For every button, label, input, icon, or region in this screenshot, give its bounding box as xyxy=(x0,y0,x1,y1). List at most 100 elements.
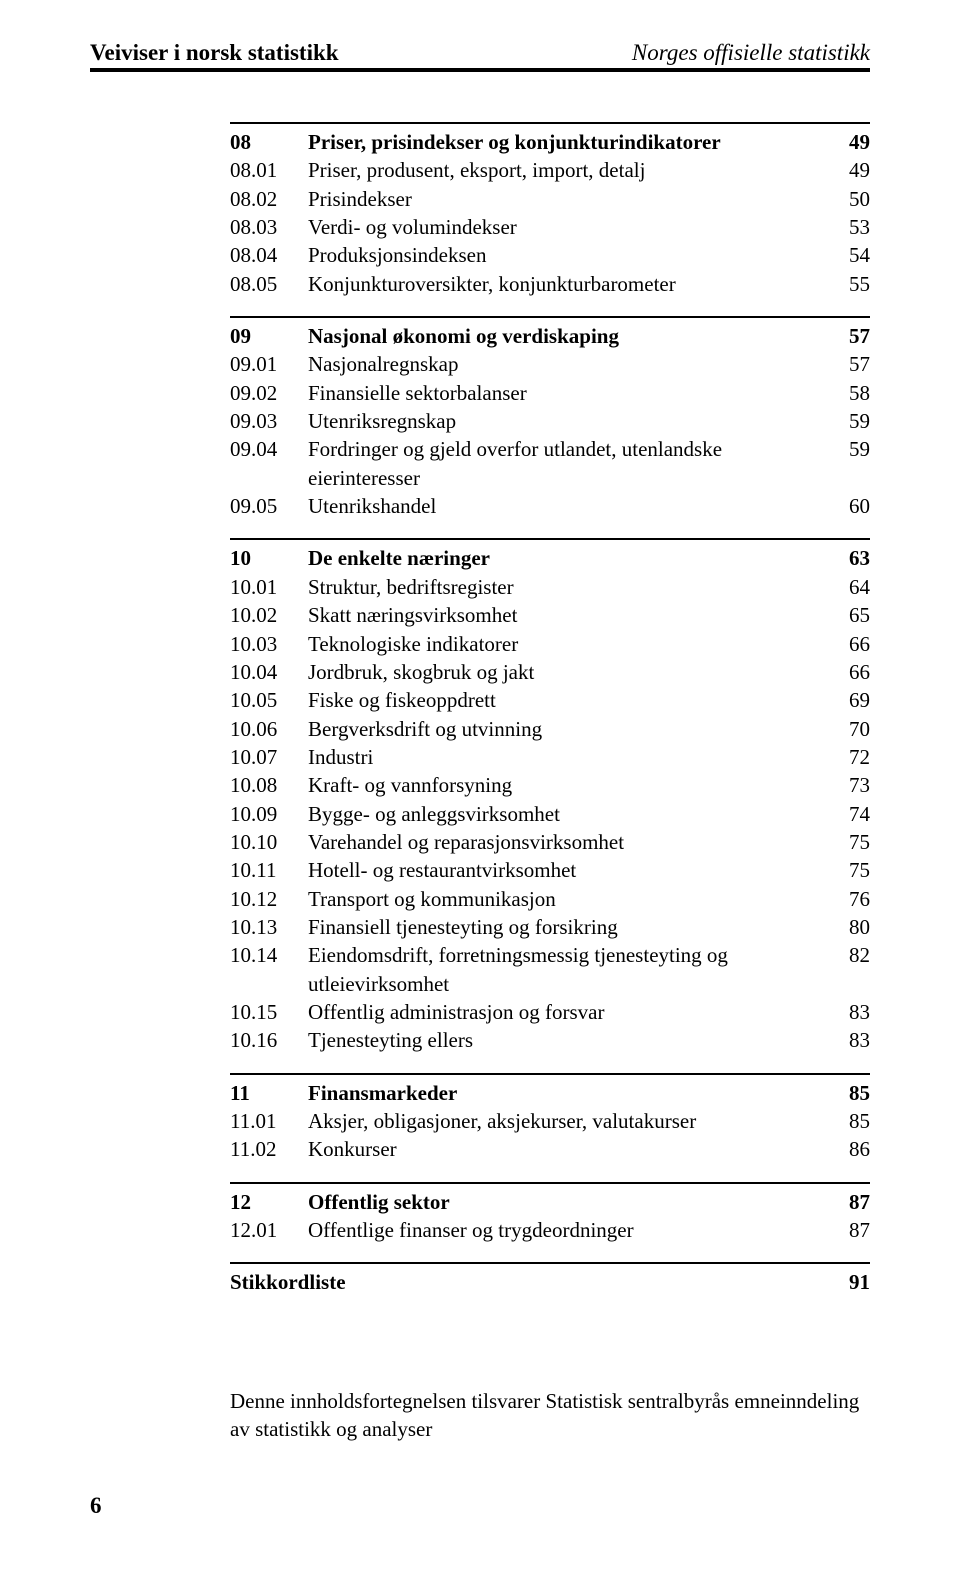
toc-code: 10.03 xyxy=(230,630,308,658)
toc-code: 09.01 xyxy=(230,350,308,378)
toc-page: 83 xyxy=(828,1026,870,1054)
toc-page: 75 xyxy=(828,828,870,856)
toc-page: 69 xyxy=(828,686,870,714)
toc-page: 70 xyxy=(828,715,870,743)
toc-row: 10.14Eiendomsdrift, forretningsmessig tj… xyxy=(230,941,870,998)
toc-code: 10.15 xyxy=(230,998,308,1026)
toc-code: 08.04 xyxy=(230,241,308,269)
toc-label: Industri xyxy=(308,743,828,771)
toc-page: 82 xyxy=(828,941,870,969)
toc-page: 85 xyxy=(828,1079,870,1107)
toc-page: 66 xyxy=(828,630,870,658)
toc-row: 08.02Prisindekser50 xyxy=(230,185,870,213)
header-right: Norges offisielle statistikk xyxy=(632,40,870,66)
toc-page: 76 xyxy=(828,885,870,913)
toc-page: 54 xyxy=(828,241,870,269)
toc-page: 60 xyxy=(828,492,870,520)
toc-page: 91 xyxy=(828,1268,870,1296)
toc-code: 10.10 xyxy=(230,828,308,856)
toc-section: 10De enkelte næringer6310.01Struktur, be… xyxy=(230,538,870,1054)
toc-row: 10.12Transport og kommunikasjon76 xyxy=(230,885,870,913)
toc-code: 10.04 xyxy=(230,658,308,686)
toc-row: 09Nasjonal økonomi og verdiskaping57 xyxy=(230,322,870,350)
toc-page: 53 xyxy=(828,213,870,241)
toc-label: Struktur, bedriftsregister xyxy=(308,573,828,601)
toc-code: 11.01 xyxy=(230,1107,308,1135)
toc-page: 86 xyxy=(828,1135,870,1163)
toc-row: Stikkordliste91 xyxy=(230,1268,870,1296)
toc-row: 12.01Offentlige finanser og trygdeordnin… xyxy=(230,1216,870,1244)
toc-code: 12 xyxy=(230,1188,308,1216)
toc-code: 10.13 xyxy=(230,913,308,941)
toc-label: Finansmarkeder xyxy=(308,1079,828,1107)
toc-label: Verdi- og volumindekser xyxy=(308,213,828,241)
toc-label: Transport og kommunikasjon xyxy=(308,885,828,913)
toc-row: 10.03Teknologiske indikatorer66 xyxy=(230,630,870,658)
toc-label: Aksjer, obligasjoner, aksjekurser, valut… xyxy=(308,1107,828,1135)
toc-row: 10.02Skatt næringsvirksomhet65 xyxy=(230,601,870,629)
toc-label: Priser, prisindekser og konjunkturindika… xyxy=(308,128,828,156)
toc-row: 09.01Nasjonalregnskap57 xyxy=(230,350,870,378)
toc-page: 65 xyxy=(828,601,870,629)
toc-code: 11.02 xyxy=(230,1135,308,1163)
toc-label: Hotell- og restaurantvirksomhet xyxy=(308,856,828,884)
toc-page: 75 xyxy=(828,856,870,884)
toc-label: Kraft- og vannforsyning xyxy=(308,771,828,799)
footnote-text: Denne innholdsfortegnelsen tilsvarer Sta… xyxy=(230,1387,870,1444)
toc-label: Skatt næringsvirksomhet xyxy=(308,601,828,629)
toc-label: Stikkordliste xyxy=(230,1268,828,1296)
toc-label: Produksjonsindeksen xyxy=(308,241,828,269)
toc-label: Teknologiske indikatorer xyxy=(308,630,828,658)
toc-label: Bygge- og anleggsvirksomhet xyxy=(308,800,828,828)
toc-page: 66 xyxy=(828,658,870,686)
toc-code: 11 xyxy=(230,1079,308,1107)
toc-label: Offentlig sektor xyxy=(308,1188,828,1216)
toc-code: 09.04 xyxy=(230,435,308,463)
toc-label: Prisindekser xyxy=(308,185,828,213)
toc-page: 80 xyxy=(828,913,870,941)
toc-code: 09.02 xyxy=(230,379,308,407)
toc-row: 10.06Bergverksdrift og utvinning70 xyxy=(230,715,870,743)
toc-page: 50 xyxy=(828,185,870,213)
toc-label: Varehandel og reparasjonsvirksomhet xyxy=(308,828,828,856)
toc-section: 08Priser, prisindekser og konjunkturindi… xyxy=(230,122,870,298)
toc-code: 08.03 xyxy=(230,213,308,241)
toc-code: 10.09 xyxy=(230,800,308,828)
toc-code: 10 xyxy=(230,544,308,572)
toc-label: Konkurser xyxy=(308,1135,828,1163)
toc-row: 10.13Finansiell tjenesteyting og forsikr… xyxy=(230,913,870,941)
toc-row: 10.04Jordbruk, skogbruk og jakt66 xyxy=(230,658,870,686)
table-of-contents: 08Priser, prisindekser og konjunkturindi… xyxy=(230,122,870,1297)
toc-row: 09.03Utenriksregnskap59 xyxy=(230,407,870,435)
toc-row: 08.03Verdi- og volumindekser53 xyxy=(230,213,870,241)
toc-page: 72 xyxy=(828,743,870,771)
toc-page: 87 xyxy=(828,1216,870,1244)
toc-row: 09.04Fordringer og gjeld overfor utlande… xyxy=(230,435,870,492)
toc-label: Konjunkturoversikter, konjunkturbaromete… xyxy=(308,270,828,298)
toc-label: Nasjonalregnskap xyxy=(308,350,828,378)
toc-page: 59 xyxy=(828,407,870,435)
toc-code: 10.01 xyxy=(230,573,308,601)
toc-row: 08Priser, prisindekser og konjunkturindi… xyxy=(230,128,870,156)
toc-label: Fiske og fiskeoppdrett xyxy=(308,686,828,714)
toc-label: Tjenesteyting ellers xyxy=(308,1026,828,1054)
toc-row: 11.01Aksjer, obligasjoner, aksjekurser, … xyxy=(230,1107,870,1135)
toc-row: 10De enkelte næringer63 xyxy=(230,544,870,572)
toc-row: 11.02Konkurser86 xyxy=(230,1135,870,1163)
toc-row: 10.15Offentlig administrasjon og forsvar… xyxy=(230,998,870,1026)
toc-label: Jordbruk, skogbruk og jakt xyxy=(308,658,828,686)
toc-row: 08.04Produksjonsindeksen54 xyxy=(230,241,870,269)
toc-code: 09.05 xyxy=(230,492,308,520)
toc-code: 08 xyxy=(230,128,308,156)
toc-code: 08.01 xyxy=(230,156,308,184)
toc-row: 10.08Kraft- og vannforsyning73 xyxy=(230,771,870,799)
toc-page: 49 xyxy=(828,156,870,184)
toc-label: Offentlige finanser og trygdeordninger xyxy=(308,1216,828,1244)
toc-page: 64 xyxy=(828,573,870,601)
toc-page: 49 xyxy=(828,128,870,156)
toc-code: 10.08 xyxy=(230,771,308,799)
toc-code: 08.02 xyxy=(230,185,308,213)
toc-code: 10.16 xyxy=(230,1026,308,1054)
toc-page: 85 xyxy=(828,1107,870,1135)
toc-label: Utenriksregnskap xyxy=(308,407,828,435)
